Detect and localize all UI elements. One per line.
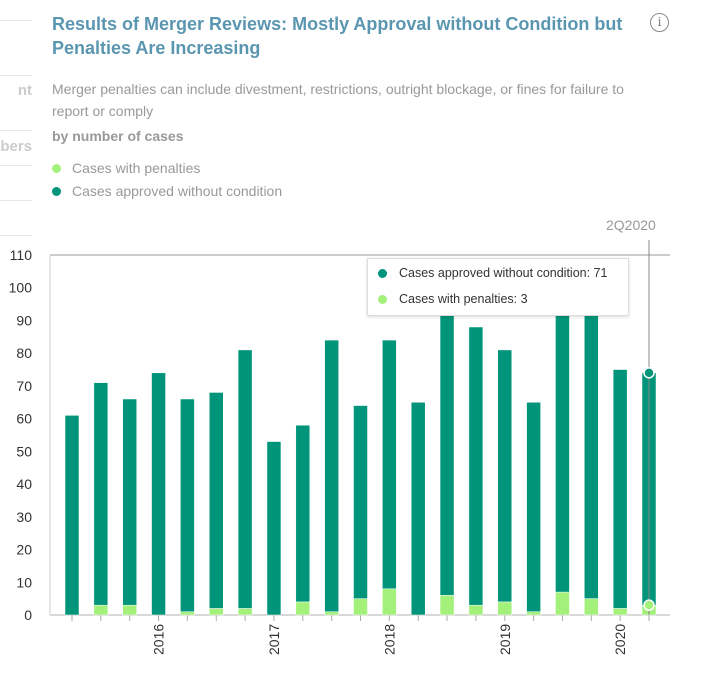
bar-segment <box>382 339 397 590</box>
legend-label: Cases with penalties <box>72 160 201 176</box>
bar-segment <box>180 398 195 612</box>
bar-segment <box>584 303 599 599</box>
bar-segment <box>410 402 426 616</box>
bar-segment <box>209 392 224 609</box>
bar-segment <box>209 608 224 616</box>
tooltip-dot-icon <box>378 294 387 304</box>
x-tick-label: 2018 <box>381 624 397 655</box>
bar-segment <box>439 595 455 616</box>
bar-segment <box>237 608 253 616</box>
bar-segment <box>295 424 311 603</box>
hover-marker <box>643 599 655 611</box>
bar-segment <box>151 372 166 616</box>
bar-segment <box>324 611 339 616</box>
bar-segment <box>353 598 368 616</box>
bar-segment <box>468 326 484 606</box>
legend-label: Cases approved without condition <box>72 183 283 199</box>
sidebar-item[interactable]: bers <box>0 138 32 155</box>
bar-segment <box>180 611 195 616</box>
legend-item-penalties[interactable]: Cases with penalties <box>52 160 200 176</box>
x-tick-label: 2020 <box>612 624 628 655</box>
legend-item-approved[interactable]: Cases approved without condition <box>52 183 282 199</box>
y-tick-label: 30 <box>16 509 32 525</box>
bar-segment <box>382 588 397 616</box>
unit-label: by number of cases <box>52 128 184 144</box>
bar-segment <box>468 604 484 616</box>
bar-segment <box>526 611 541 616</box>
hover-marker <box>643 367 655 379</box>
tooltip: Cases approved without condition: 71 Cas… <box>367 258 629 316</box>
sidebar-fragment: nt bers <box>0 0 32 689</box>
bar-segment <box>237 349 253 609</box>
y-tick-label: 70 <box>16 378 32 394</box>
bar-segment <box>324 339 339 612</box>
y-tick-label: 60 <box>16 411 32 427</box>
bar-segment <box>93 382 109 606</box>
info-icon[interactable]: i <box>650 13 669 32</box>
bar-segment <box>93 604 109 616</box>
y-tick-label: 90 <box>16 312 32 328</box>
bar-segment <box>612 369 628 609</box>
y-tick-label: 50 <box>16 443 32 459</box>
y-tick-label: 80 <box>16 345 32 361</box>
bar-segment <box>584 598 599 616</box>
chart-subtitle: Merger penalties can include divestment,… <box>52 81 624 119</box>
bar-segment <box>64 415 80 616</box>
bar-segment <box>497 601 512 616</box>
x-tick-label: 2019 <box>497 624 513 655</box>
bar-segment <box>555 591 570 616</box>
bar-segment <box>266 441 282 616</box>
bar-segment <box>612 608 628 616</box>
tooltip-penalties: Cases with penalties: 3 <box>399 292 528 306</box>
bar-segment <box>122 398 137 606</box>
bar-segment <box>122 604 137 616</box>
y-tick-label: 0 <box>24 607 32 623</box>
legend-dot-icon <box>52 163 61 173</box>
bar-segment <box>555 294 570 593</box>
y-tick-label: 100 <box>9 280 33 296</box>
bar-segment <box>295 601 311 616</box>
y-tick-label: 110 <box>10 247 33 263</box>
hover-period-label: 2Q2020 <box>606 217 656 233</box>
x-tick-label: 2017 <box>266 624 282 655</box>
tooltip-dot-icon <box>378 268 387 278</box>
bar-segment <box>497 349 512 603</box>
bar-segment <box>526 402 541 612</box>
chart-title: Results of Merger Reviews: Mostly Approv… <box>52 14 623 58</box>
legend-dot-icon <box>52 186 61 196</box>
bar-segment <box>353 405 368 599</box>
x-tick-label: 2016 <box>151 624 167 655</box>
y-tick-label: 40 <box>16 476 32 492</box>
bar-segment <box>439 300 455 596</box>
y-tick-label: 20 <box>16 542 32 558</box>
tooltip-approved: Cases approved without condition: 71 <box>399 266 608 280</box>
sidebar-item[interactable]: nt <box>17 82 32 99</box>
y-tick-label: 10 <box>16 574 32 590</box>
